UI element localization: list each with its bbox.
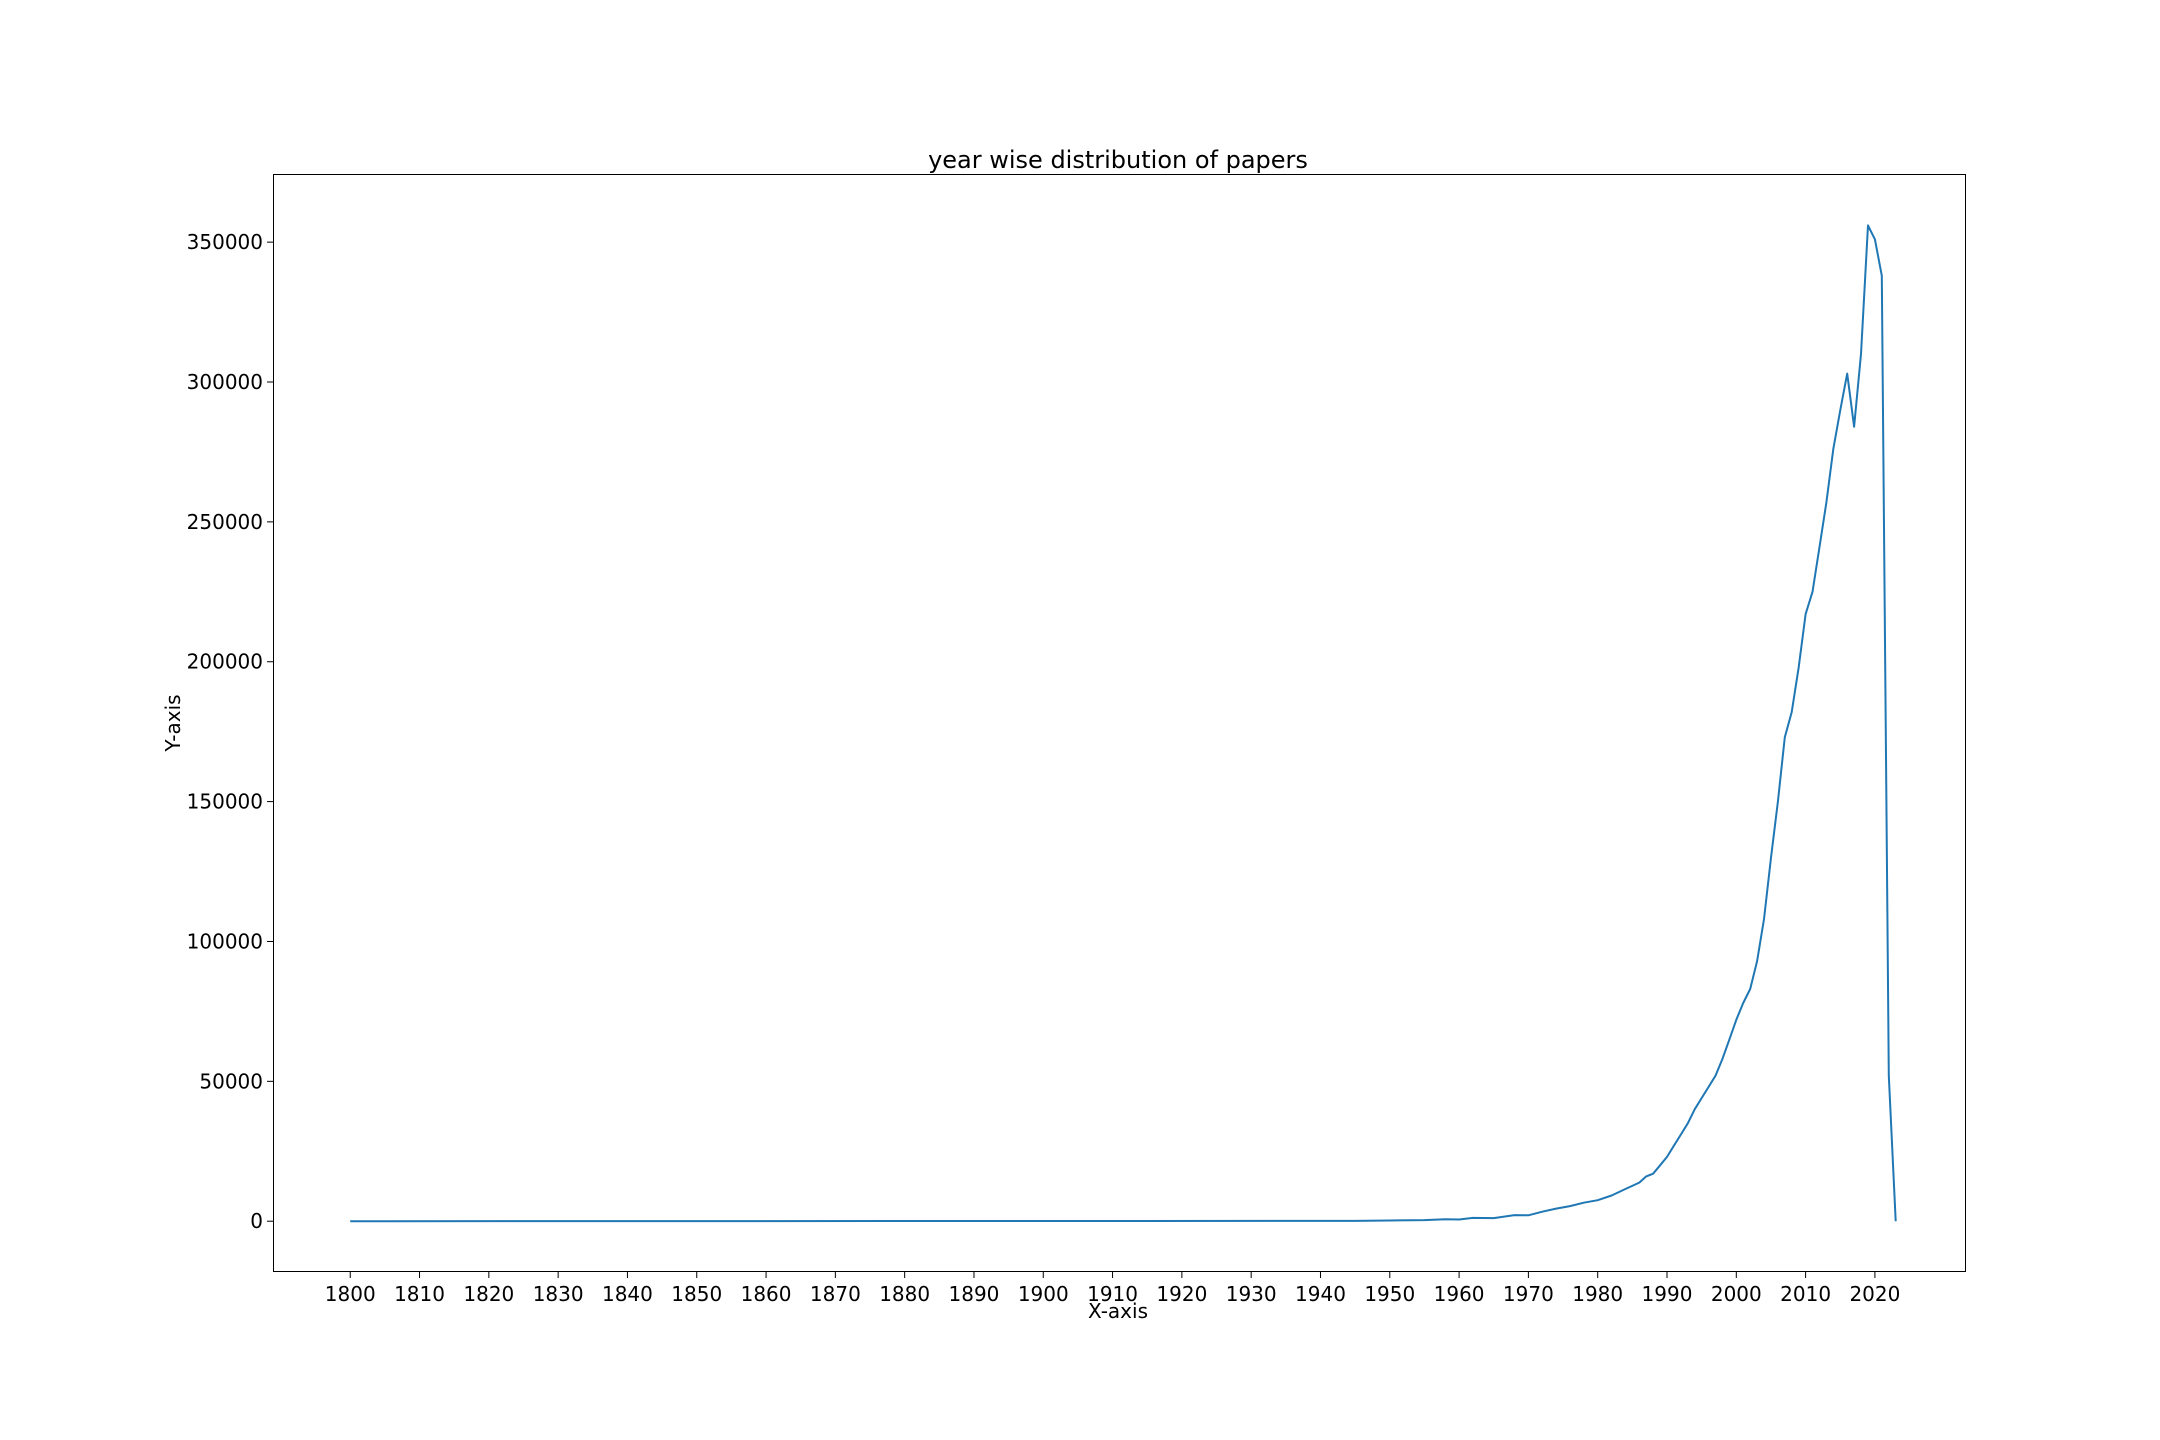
x-axis-ticks: 1800 1810 1820 1830 1840 1850 1860 1870 1880 1890… [325, 1271, 1900, 1306]
y-tick-label: 350000 [187, 230, 263, 254]
x-tick-label: 2020 [1849, 1282, 1900, 1306]
x-tick-label: 1820 [463, 1282, 514, 1306]
x-tick-label: 2000 [1711, 1282, 1762, 1306]
x-tick-label: 2010 [1780, 1282, 1831, 1306]
x-tick-label: 1830 [533, 1282, 584, 1306]
x-tick-label: 1920 [1156, 1282, 1207, 1306]
x-tick-label: 1960 [1434, 1282, 1485, 1306]
data-series [350, 224, 1897, 1223]
x-tick-label: 1810 [394, 1282, 445, 1306]
x-tick-label: 1890 [949, 1282, 1000, 1306]
x-tick-label: 1900 [1018, 1282, 1069, 1306]
y-axis-ticks: 0 50000 100000 150000 200000 250000 300000 3500… [187, 230, 274, 1233]
x-tick-label: 1860 [741, 1282, 792, 1306]
y-tick-label: 300000 [187, 370, 263, 394]
x-tick-label: 1980 [1572, 1282, 1623, 1306]
chart-title: year wise distribution of papers [928, 146, 1308, 174]
x-tick-label: 1950 [1364, 1282, 1415, 1306]
x-axis-label: X-axis [1088, 1299, 1148, 1323]
series-line [350, 224, 1897, 1223]
y-tick-label: 200000 [187, 650, 263, 674]
x-tick-label: 1870 [810, 1282, 861, 1306]
x-tick-label: 1880 [879, 1282, 930, 1306]
y-tick-label: 0 [250, 1209, 263, 1233]
x-tick-label: 1800 [325, 1282, 376, 1306]
x-tick-label: 1940 [1295, 1282, 1346, 1306]
y-axis-label: Y-axis [161, 694, 185, 752]
x-tick-label: 1850 [671, 1282, 722, 1306]
y-tick-label: 250000 [187, 510, 263, 534]
x-tick-label: 1970 [1503, 1282, 1554, 1306]
x-tick-label: 1990 [1642, 1282, 1693, 1306]
y-tick-label: 50000 [199, 1069, 263, 1093]
x-tick-label: 1910 [1087, 1282, 1138, 1306]
y-tick-label: 150000 [187, 790, 263, 814]
x-tick-label: 1930 [1226, 1282, 1277, 1306]
y-tick-label: 100000 [187, 929, 263, 953]
plot-area-frame [273, 174, 1966, 1272]
x-tick-label: 1840 [602, 1282, 653, 1306]
